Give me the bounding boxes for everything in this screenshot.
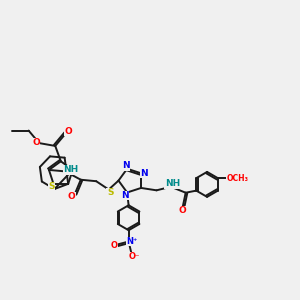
Text: O: O [68,193,76,202]
Text: N: N [140,169,148,178]
Text: O⁻: O⁻ [129,253,140,262]
Text: NH: NH [165,179,180,188]
Text: S: S [107,188,113,197]
Text: S: S [48,182,55,191]
Text: N: N [121,191,129,200]
Text: O: O [32,138,40,147]
Text: NH: NH [63,165,78,174]
Text: N: N [122,161,130,170]
Text: O: O [110,242,117,250]
Text: O: O [178,206,186,215]
Text: N⁺: N⁺ [127,237,138,246]
Text: OCH₃: OCH₃ [226,174,248,183]
Text: O: O [64,127,72,136]
